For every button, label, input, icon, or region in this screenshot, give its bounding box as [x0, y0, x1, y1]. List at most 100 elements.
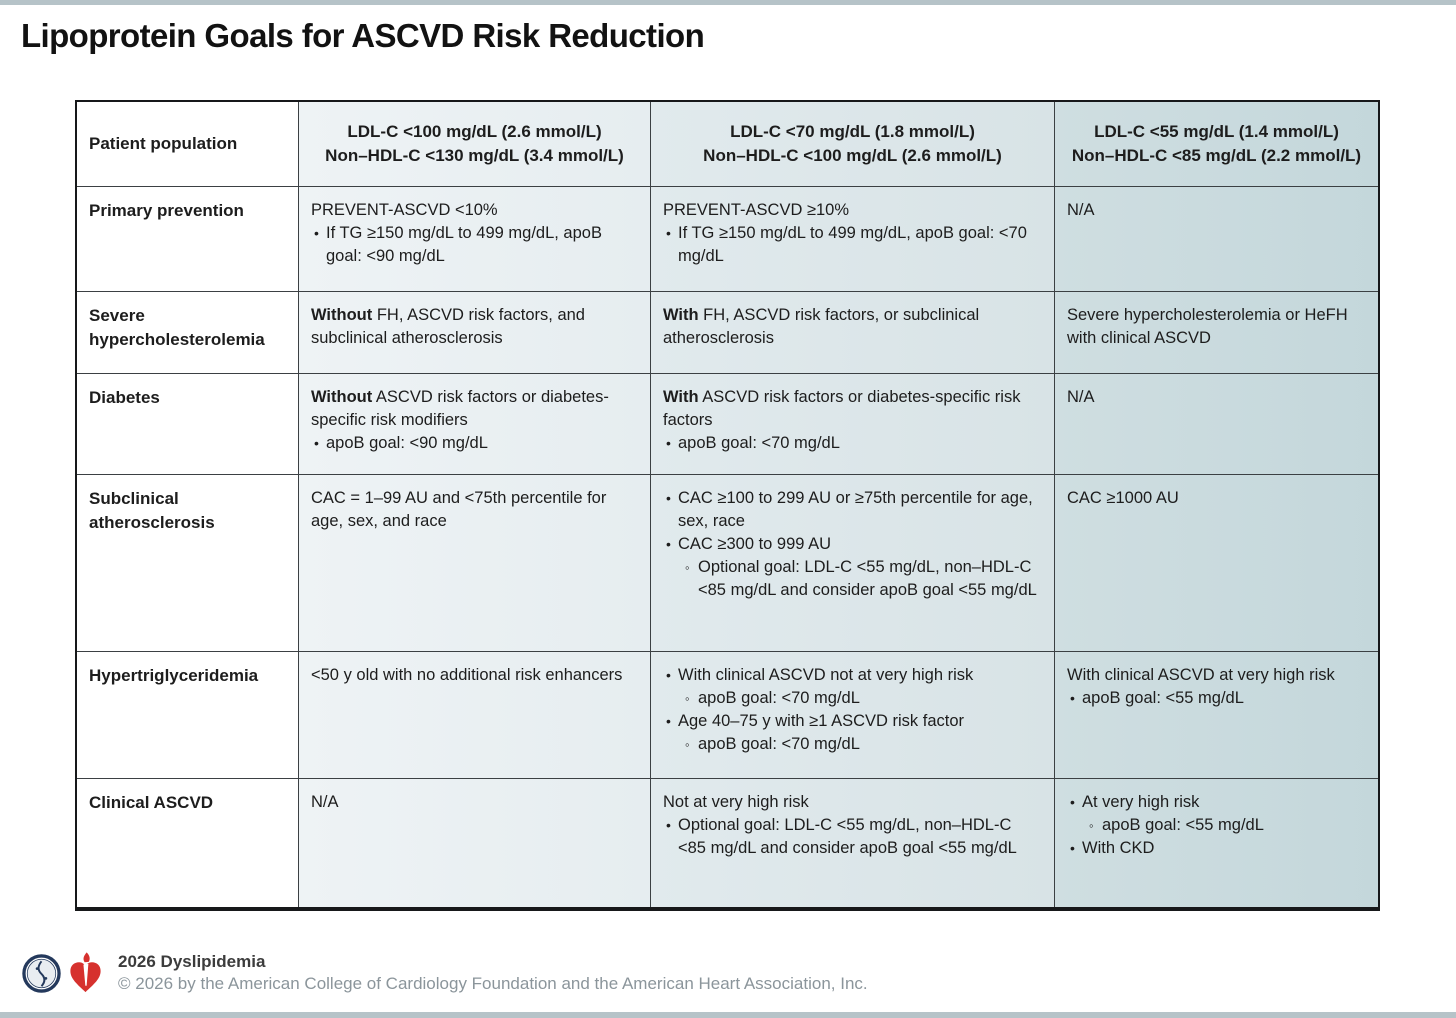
table-row: Diabetes Without ASCVD risk factors or di… — [77, 374, 1378, 475]
line-text: <50 y old with no additional risk enhanc… — [311, 666, 623, 684]
goal-cell: CAC = 1–99 AU and <75th percentile for a… — [299, 475, 651, 652]
bullet-item: • CAC ≥300 to 999 AU — [663, 533, 1043, 556]
bullet-marker: • — [666, 536, 671, 552]
nonhdl-goal-text: Non–HDL-C <130 mg/dL (3.4 mmol/L) — [325, 146, 624, 165]
goal-cell: • At very high risk ◦ apoB goal: <55 mg/dL •… — [1055, 779, 1378, 907]
line-text: If TG ≥150 mg/dL to 499 mg/dL, apoB goal… — [326, 224, 602, 265]
goal-cell: N/A — [299, 779, 651, 907]
table-row: Hypertriglyceridemia <50 y old with no ad… — [77, 652, 1378, 779]
line-text: N/A — [1067, 201, 1095, 219]
ldl-goal-text: LDL-C <100 mg/dL (2.6 mmol/L) — [347, 122, 602, 141]
bullet-item: • Optional goal: LDL-C <55 mg/dL, non–HDL… — [663, 814, 1043, 860]
goal-cell: • CAC ≥100 to 299 AU or ≥75th percentile … — [651, 475, 1055, 652]
header-patient-population: Patient population — [77, 102, 299, 187]
table-header-row: Patient population LDL-C <100 mg/dL (2.6… — [77, 102, 1378, 187]
line-text: apoB goal: <90 mg/dL — [326, 434, 488, 452]
cell-text: CAC ≥1000 AU — [1067, 487, 1367, 510]
program-title: 2026 Dyslipidemia — [118, 952, 266, 971]
lipoprotein-goals-table: Patient population LDL-C <100 mg/dL (2.6… — [75, 100, 1380, 911]
bullet-item: • With clinical ASCVD not at very high ri… — [663, 664, 1043, 687]
goal-cell: • With clinical ASCVD not at very high ri… — [651, 652, 1055, 779]
cell-text: Severe hypercholesterolemia or HeFH with… — [1067, 304, 1367, 350]
line-text: CAC = 1–99 AU and <75th percentile for a… — [311, 489, 607, 530]
line-text: Severe hypercholesterolemia or HeFH with… — [1067, 306, 1348, 347]
bullet-marker: • — [666, 713, 671, 729]
line-text: With FH, ASCVD risk factors, or subclini… — [663, 306, 980, 347]
goal-cell: Without FH, ASCVD risk factors, and subc… — [299, 292, 651, 374]
line-text: N/A — [311, 793, 339, 811]
cell-text: <50 y old with no additional risk enhanc… — [311, 664, 639, 687]
goal-cell: Not at very high risk • Optional goal: LDL… — [651, 779, 1055, 907]
goal-cell: N/A — [1055, 374, 1378, 475]
goal-cell: N/A — [1055, 187, 1378, 292]
bullet-item: • If TG ≥150 mg/dL to 499 mg/dL, apoB goa… — [663, 222, 1043, 268]
cell-text: Without ASCVD risk factors or diabetes-s… — [311, 386, 639, 432]
footer: 2026 Dyslipidemia © 2026 by the American… — [22, 951, 868, 995]
acc-logo — [22, 953, 61, 993]
goal-cell: PREVENT-ASCVD <10% • If TG ≥150 mg/dL to 4… — [299, 187, 651, 292]
page-title: Lipoprotein Goals for ASCVD Risk Reducti… — [21, 17, 705, 54]
goal-cell: Severe hypercholesterolemia or HeFH with… — [1055, 292, 1378, 374]
sub-bullet-item: ◦ apoB goal: <55 mg/dL — [1067, 814, 1367, 837]
bullet-item: • apoB goal: <90 mg/dL — [311, 432, 639, 455]
bottom-border-band — [0, 1012, 1456, 1018]
goal-cell: With ASCVD risk factors or diabetes-spec… — [651, 374, 1055, 475]
cell-text: PREVENT-ASCVD ≥10% — [663, 199, 1043, 222]
cell-text: With ASCVD risk factors or diabetes-spec… — [663, 386, 1043, 432]
line-text: With clinical ASCVD at very high risk — [1067, 666, 1335, 684]
sub-bullet-marker: ◦ — [685, 737, 690, 752]
copyright-line: © 2026 by the American College of Cardio… — [118, 974, 868, 993]
table-row: Subclinical atherosclerosis CAC = 1–99 AU… — [77, 475, 1378, 652]
sub-bullet-marker: ◦ — [685, 560, 690, 575]
line-text: Not at very high risk — [663, 793, 809, 811]
cell-text: N/A — [1067, 199, 1367, 222]
bullet-item: • If TG ≥150 mg/dL to 499 mg/dL, apoB goa… — [311, 222, 639, 268]
bullet-marker: • — [314, 435, 319, 451]
ldl-goal-text: LDL-C <70 mg/dL (1.8 mmol/L) — [730, 122, 975, 141]
cell-text: PREVENT-ASCVD <10% — [311, 199, 639, 222]
sub-bullet-marker: ◦ — [685, 691, 690, 706]
bullet-item: • Age 40–75 y with ≥1 ASCVD risk factor — [663, 710, 1043, 733]
line-text: At very high risk — [1082, 793, 1200, 811]
row-label: Primary prevention — [77, 187, 299, 292]
bullet-marker: • — [666, 435, 671, 451]
bullet-marker: • — [666, 667, 671, 683]
line-text: PREVENT-ASCVD ≥10% — [663, 201, 850, 219]
cell-text: N/A — [1067, 386, 1367, 409]
bullet-item: • CAC ≥100 to 299 AU or ≥75th percentile … — [663, 487, 1043, 533]
bullet-marker: • — [1070, 690, 1075, 706]
nonhdl-goal-text: Non–HDL-C <100 mg/dL (2.6 mmol/L) — [703, 146, 1002, 165]
line-text: Without FH, ASCVD risk factors, and subc… — [311, 306, 585, 347]
bullet-marker: • — [1070, 794, 1075, 810]
line-text: apoB goal: <70 mg/dL — [698, 735, 860, 753]
goal-cell: <50 y old with no additional risk enhanc… — [299, 652, 651, 779]
table-row: Primary prevention PREVENT-ASCVD <10% • If … — [77, 187, 1378, 292]
row-label: Subclinical atherosclerosis — [77, 475, 299, 652]
line-text: N/A — [1067, 388, 1095, 406]
cell-text: Without FH, ASCVD risk factors, and subc… — [311, 304, 639, 350]
aha-heart-torch-logo — [70, 952, 101, 993]
line-text: apoB goal: <55 mg/dL — [1102, 816, 1264, 834]
bullet-marker: • — [666, 817, 671, 833]
line-text: With clinical ASCVD not at very high ris… — [678, 666, 974, 684]
cell-text: Not at very high risk — [663, 791, 1043, 814]
sub-bullet-item: ◦ apoB goal: <70 mg/dL — [663, 687, 1043, 710]
line-text: apoB goal: <55 mg/dL — [1082, 689, 1244, 707]
header-goal-column-1: LDL-C <100 mg/dL (2.6 mmol/L) Non–HDL-C … — [299, 102, 651, 187]
line-text: Optional goal: LDL-C <55 mg/dL, non–HDL-… — [678, 816, 1017, 857]
line-text: With CKD — [1082, 839, 1155, 857]
bullet-marker: • — [314, 225, 319, 241]
line-text: Without ASCVD risk factors or diabetes-s… — [311, 388, 609, 429]
line-text: If TG ≥150 mg/dL to 499 mg/dL, apoB goal… — [678, 224, 1027, 265]
bullet-marker: • — [666, 490, 671, 506]
bullet-item: • apoB goal: <55 mg/dL — [1067, 687, 1367, 710]
row-label: Clinical ASCVD — [77, 779, 299, 907]
line-text: Optional goal: LDL-C <55 mg/dL, non–HDL-… — [698, 558, 1037, 599]
cell-text: With FH, ASCVD risk factors, or subclini… — [663, 304, 1043, 350]
line-text: Age 40–75 y with ≥1 ASCVD risk factor — [678, 712, 965, 730]
row-label: Severe hypercholesterolemia — [77, 292, 299, 374]
goal-cell: PREVENT-ASCVD ≥10% • If TG ≥150 mg/dL to 4… — [651, 187, 1055, 292]
top-border-band — [0, 0, 1456, 5]
cell-text: N/A — [311, 791, 639, 814]
bullet-item: • At very high risk — [1067, 791, 1367, 814]
